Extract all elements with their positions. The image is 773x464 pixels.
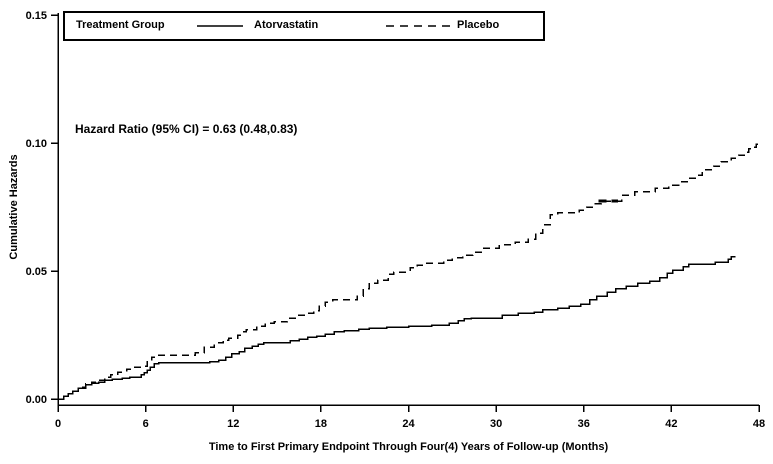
- x-tick-label: 48: [753, 418, 765, 430]
- hazard-ratio-annotation: Hazard Ratio (95% CI) = 0.63 (0.48,0.83): [75, 122, 298, 136]
- x-tick-label: 6: [143, 418, 149, 430]
- x-tick-label: 0: [55, 418, 61, 430]
- legend-label-atorvastatin: Atorvastatin: [254, 19, 319, 31]
- x-tick-label: 24: [402, 418, 415, 430]
- x-tick-label: 42: [665, 418, 677, 430]
- legend: Treatment Group Atorvastatin Placebo: [63, 11, 545, 41]
- x-axis-title: Time to First Primary Endpoint Through F…: [208, 441, 609, 453]
- y-tick-label: 0.00: [26, 394, 47, 406]
- y-axis-title: Cumulative Hazards: [8, 154, 20, 260]
- legend-label-placebo: Placebo: [457, 19, 500, 31]
- placebo-line-sample-icon: [386, 25, 451, 27]
- y-tick-label: 0.15: [26, 10, 47, 22]
- y-tick-label: 0.10: [26, 138, 47, 150]
- y-tick-label: 0.05: [26, 266, 47, 278]
- atorvastatin-line-sample-icon: [197, 25, 243, 27]
- atorvastatin-curve: [58, 256, 736, 400]
- legend-title: Treatment Group: [76, 19, 165, 31]
- x-tick-label: 30: [490, 418, 502, 430]
- placebo-curve: [58, 143, 759, 400]
- x-tick-label: 36: [578, 418, 590, 430]
- x-tick-label: 18: [315, 418, 327, 430]
- x-tick-label: 12: [227, 418, 239, 430]
